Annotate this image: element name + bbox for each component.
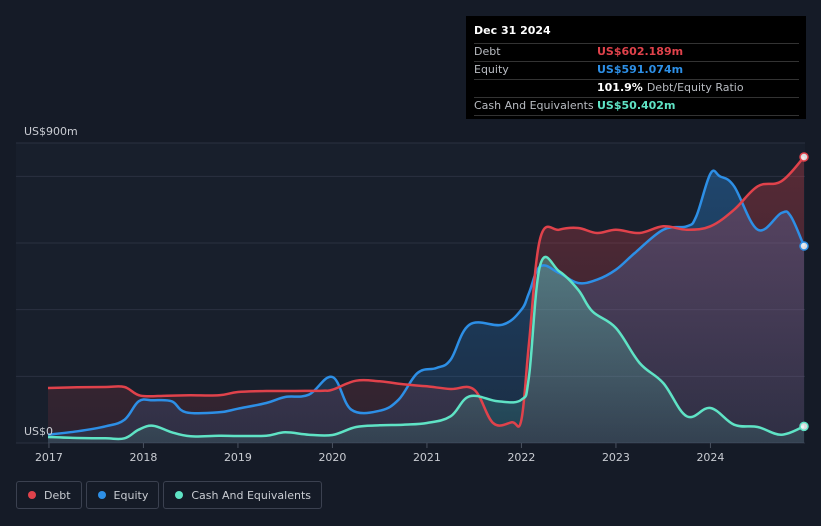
cash-endpoint — [799, 421, 809, 432]
x-tick-label-2024: 2024 — [696, 451, 724, 464]
tooltip-cash-label: Cash And Equivalents — [474, 99, 594, 112]
series-endpoints — [799, 152, 809, 432]
cash-line — [47, 255, 805, 441]
debt-line — [47, 156, 805, 428]
x-axis-ticks: 2017 2018 2019 2020 2021 2022 2023 2024 — [35, 443, 724, 464]
series-lines — [47, 156, 806, 441]
equity-endpoint — [799, 241, 809, 251]
legend-equity-label: Equity — [113, 488, 149, 502]
y-axis-top-label: US$900m — [24, 125, 78, 138]
tooltip-equity-value: US$591.074m — [597, 63, 684, 76]
cash-dot-icon — [175, 491, 184, 499]
legend-item-cash[interactable]: Cash And Equivalents — [163, 481, 322, 509]
equity-dot-icon — [97, 491, 106, 499]
tooltip-row-debt: Debt US$602.189m — [474, 43, 799, 61]
x-tick-label-2020: 2020 — [318, 451, 346, 464]
tooltip-ratio-value: 101.9% — [597, 81, 643, 94]
tooltip-cash-value: US$50.402m — [597, 99, 676, 112]
tooltip-row-ratio: 101.9% Debt/Equity Ratio — [474, 79, 799, 97]
equity-line — [47, 169, 806, 436]
y-axis-bottom-label: US$0 — [24, 425, 53, 438]
x-tick-label-2017: 2017 — [35, 451, 63, 464]
series-areas — [48, 157, 804, 444]
debt-endpoint — [799, 152, 809, 162]
tooltip-date: Dec 31 2024 — [474, 24, 551, 37]
tooltip-row-cash: Cash And Equivalents US$50.402m — [474, 97, 799, 116]
tooltip-equity-label: Equity — [474, 63, 509, 76]
tooltip-debt-value: US$602.189m — [597, 45, 684, 58]
debt-dot-icon — [28, 491, 36, 499]
x-tick-label-2023: 2023 — [602, 451, 630, 464]
x-tick-label-2021: 2021 — [413, 451, 441, 464]
x-tick-label-2022: 2022 — [507, 451, 535, 464]
x-tick-label-2018: 2018 — [129, 451, 157, 464]
data-tooltip: Dec 31 2024 Debt US$602.189m Equity US$5… — [466, 16, 806, 119]
tooltip-row-equity: Equity US$591.074m — [474, 61, 799, 79]
tooltip-debt-label: Debt — [474, 45, 501, 58]
tooltip-ratio-label: Debt/Equity Ratio — [646, 81, 744, 94]
x-tick-label-2019: 2019 — [224, 451, 252, 464]
legend-cash-label: Cash And Equivalents — [191, 488, 311, 502]
legend-item-debt[interactable]: Debt — [16, 481, 82, 509]
legend-item-equity[interactable]: Equity — [85, 481, 160, 509]
chart-legend: Debt Equity Cash And Equivalents — [16, 481, 326, 509]
legend-debt-label: Debt — [44, 488, 71, 502]
cash-area — [48, 256, 804, 443]
